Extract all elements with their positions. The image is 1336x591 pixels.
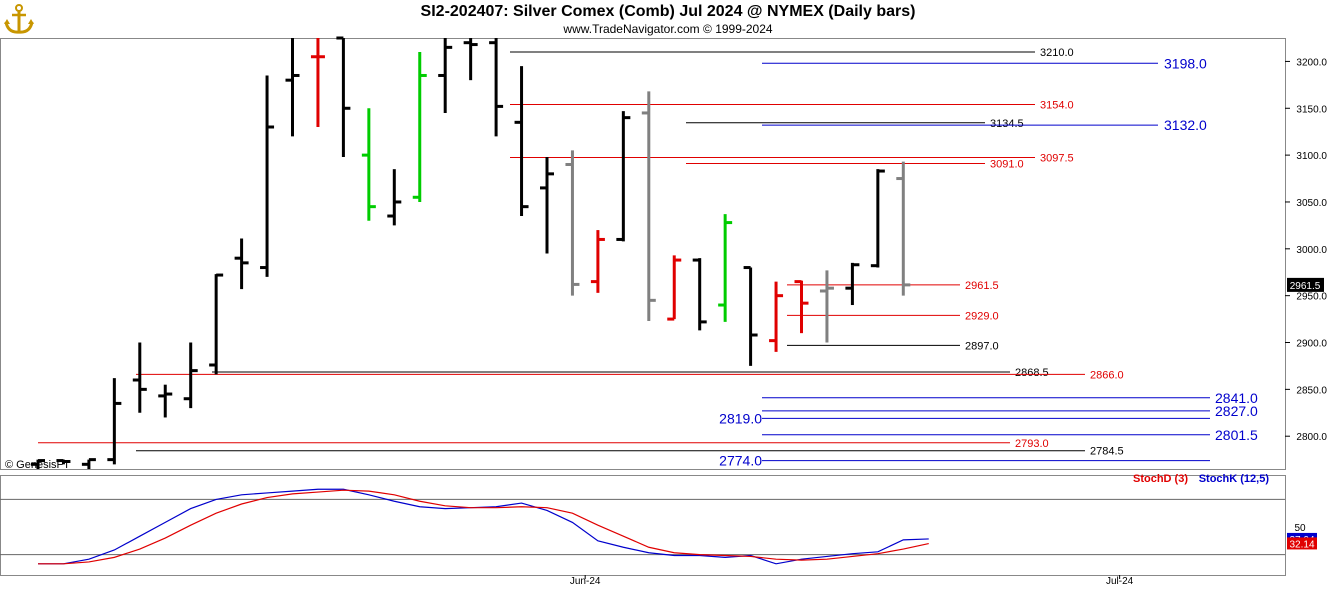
anchor-logo-icon [4,4,34,34]
ohlc-bar [158,384,173,418]
chart-title: SI2-202407: Silver Comex (Comb) Jul 2024… [420,3,916,20]
ohlc-bar [260,75,275,277]
level-label: 3097.5 [1040,152,1074,164]
stochd-label: StochD (3) [1133,473,1188,485]
stochk-label: StochK (12,5) [1199,473,1270,485]
stoch-series-line [38,489,929,565]
last-price-label: 2961.5 [1290,281,1321,292]
level-label: 3210.0 [1040,47,1074,59]
ohlc-bar [234,238,249,290]
y-tick-label: 3000.0 [1296,245,1327,256]
y-tick-label: 3050.0 [1296,198,1327,209]
x-tick-label: Jul-24 [1106,576,1134,587]
stoch-tick-label: 50 [1294,523,1306,534]
level-label: 3091.0 [990,159,1024,171]
chart-subtitle: www.TradeNavigator.com © 1999-2024 [563,22,773,36]
ohlc-bar [667,255,682,321]
y-tick-label: 3150.0 [1296,104,1327,115]
stochastic-panel: 5037.0432.14 [0,488,1317,565]
ohlc-bar [285,38,300,137]
ohlc-bar [743,266,758,366]
ohlc-bar [438,38,453,113]
level-label: 2827.0 [1215,403,1258,419]
ohlc-bar [641,91,656,321]
ohlc-bar [310,38,325,128]
level-label: 2929.0 [965,310,999,322]
price-levels: 3210.0 3198.0 3154.0 3134.5 3132.0 3097.5 3091… [38,47,1258,469]
level-label: 2784.5 [1090,446,1124,458]
level-label: 2868.5 [1015,367,1049,379]
ohlc-bar [336,36,351,157]
level-label: 3198.0 [1164,55,1207,71]
ohlc-bar [183,342,198,409]
y-tick-label: 2850.0 [1296,385,1327,396]
ohlc-bar [819,270,834,343]
level-label: 2841.0 [1215,390,1258,406]
ohlc-bar [56,459,71,465]
level-label: 2774.0 [719,453,762,469]
ohlc-bar [387,169,402,226]
ohlc-bar [845,262,860,306]
ohlc-bar [209,273,224,375]
ohlc-bar [132,342,147,413]
ohlc-bar [489,38,504,137]
level-label: 2961.5 [965,280,999,292]
ohlc-bar [107,378,122,465]
stochd-last-label: 32.14 [1289,539,1314,550]
level-label: 2866.0 [1090,369,1124,381]
ohlc-bar [514,66,529,217]
ohlc-bar [769,281,784,352]
chart-header: SI2-202407: Silver Comex (Comb) Jul 2024… [0,0,1336,38]
chart-frames [0,38,1286,576]
level-label: 2897.0 [965,340,999,352]
level-label: 3134.5 [990,118,1024,130]
price-panel-frame [0,38,1286,470]
x-tick-label: Jun-24 [570,576,601,587]
y-tick-label: 2900.0 [1296,339,1327,350]
y-tick-label: 2800.0 [1296,432,1327,443]
stochastic-panel-frame [0,475,1286,576]
ohlc-bar [361,108,376,221]
ohlc-bar [590,230,605,293]
ohlc-bar [463,38,478,81]
level-label: 2801.5 [1215,427,1258,443]
level-label: 3154.0 [1040,100,1074,112]
ohlc-bar [31,459,45,469]
axis-grid: 2800.0 2850.0 2900.0 2950.0 3000.0 3050.0 3100… [570,57,1328,587]
genesisft-watermark: © GenesisFT [5,459,70,471]
last-price-box [1287,277,1324,292]
ohlc-bar [565,150,580,296]
level-label: 2793.0 [1015,438,1049,450]
ohlc-bar [81,458,96,469]
ohlc-bar [718,214,733,322]
y-tick-label: 3100.0 [1296,151,1327,162]
y-tick-label: 2950.0 [1296,292,1327,303]
ohlc-bar [616,111,631,242]
price-bars [31,36,911,469]
level-label: 3132.0 [1164,117,1207,133]
y-tick-label: 3200.0 [1296,57,1327,68]
ohlc-bar [692,258,707,331]
ohlc-bar [870,169,885,268]
stoch-series-line [38,488,929,565]
ohlc-bar [412,52,427,202]
stochd-last-box [1287,537,1317,550]
ohlc-bar [896,161,911,296]
level-label: 2819.0 [719,410,762,426]
ohlc-bar [794,280,809,334]
ohlc-bar [540,156,554,254]
